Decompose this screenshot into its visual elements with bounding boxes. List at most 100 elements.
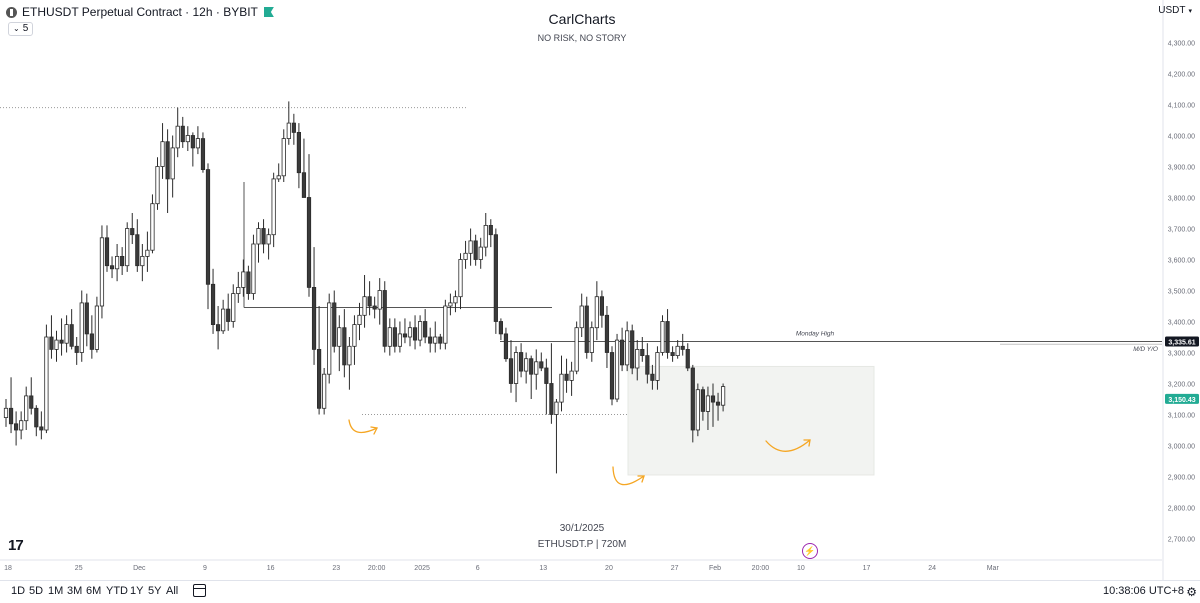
candle-body[interactable] xyxy=(695,389,700,431)
candle-body[interactable] xyxy=(569,370,574,381)
candle-body[interactable] xyxy=(241,271,246,288)
demand-zone[interactable] xyxy=(627,365,875,476)
candle-body[interactable] xyxy=(180,125,185,143)
candle-body[interactable] xyxy=(256,228,261,245)
candle-body[interactable] xyxy=(160,141,165,167)
candle-body[interactable] xyxy=(407,327,413,338)
candle-body[interactable] xyxy=(99,237,105,307)
candle-body[interactable] xyxy=(357,314,362,325)
candle-body[interactable] xyxy=(130,228,135,236)
candle-body[interactable] xyxy=(165,141,170,180)
reversal-arrow-2[interactable] xyxy=(612,466,645,486)
candle-body[interactable] xyxy=(200,138,206,171)
timeframe-all[interactable]: All xyxy=(166,585,179,597)
candle-body[interactable] xyxy=(291,122,296,133)
timeframe-1m[interactable]: 1M xyxy=(48,585,64,597)
candle-body[interactable] xyxy=(655,352,660,381)
candle-body[interactable] xyxy=(478,246,483,260)
candle-body[interactable] xyxy=(710,395,716,403)
candle-body[interactable] xyxy=(251,243,256,294)
candle-body[interactable] xyxy=(301,172,307,198)
candle-body[interactable] xyxy=(423,321,428,338)
candle-body[interactable] xyxy=(13,423,19,431)
candle-body[interactable] xyxy=(261,228,266,245)
candle-body[interactable] xyxy=(438,336,443,344)
candle-body[interactable] xyxy=(670,352,675,356)
candle-body[interactable] xyxy=(125,228,130,267)
candle-body[interactable] xyxy=(392,327,397,347)
timeframe-1d[interactable]: 1D xyxy=(11,585,26,597)
candle-body[interactable] xyxy=(463,252,468,260)
candle-body[interactable] xyxy=(372,305,377,310)
candle-body[interactable] xyxy=(306,197,312,288)
indicators-toggle[interactable]: ⌄ 5 xyxy=(8,22,34,36)
candle-body[interactable] xyxy=(210,283,216,325)
candle-body[interactable] xyxy=(34,407,39,428)
utc-clock[interactable]: 10:38:06 UTC+8 xyxy=(1102,585,1184,597)
candle-body[interactable] xyxy=(705,395,711,412)
candle-body[interactable] xyxy=(54,339,59,350)
candle-body[interactable] xyxy=(59,339,64,344)
candle-body[interactable] xyxy=(620,339,625,366)
currency-selector[interactable]: USDT ▾ xyxy=(1158,5,1192,16)
candle-body[interactable] xyxy=(443,305,448,344)
candle-body[interactable] xyxy=(488,224,493,236)
candle-body[interactable] xyxy=(266,234,271,245)
candle-body[interactable] xyxy=(559,373,564,403)
candle-body[interactable] xyxy=(534,361,539,375)
candle-body[interactable] xyxy=(145,249,150,257)
candle-body[interactable] xyxy=(271,178,276,236)
candle-body[interactable] xyxy=(281,138,286,177)
candle-body[interactable] xyxy=(680,345,685,350)
candle-body[interactable] xyxy=(115,255,120,270)
tradingview-logo-icon[interactable]: 17 xyxy=(8,537,24,554)
candle-body[interactable] xyxy=(614,339,620,400)
candle-body[interactable] xyxy=(377,290,382,310)
candle-body[interactable] xyxy=(594,296,599,329)
reversal-arrow-3[interactable] xyxy=(765,439,811,452)
candle-body[interactable] xyxy=(39,426,44,431)
candle-body[interactable] xyxy=(715,401,721,406)
timeframe-6m[interactable]: 6M xyxy=(86,585,102,597)
candle-body[interactable] xyxy=(362,296,367,316)
candle-body[interactable] xyxy=(236,286,241,294)
candle-body[interactable] xyxy=(524,358,529,372)
candle-body[interactable] xyxy=(584,305,589,353)
reversal-arrow-1[interactable] xyxy=(348,419,378,434)
candle-body[interactable] xyxy=(135,234,140,267)
candle-body[interactable] xyxy=(498,321,504,335)
candle-body[interactable] xyxy=(140,255,145,267)
current-price-badge[interactable] xyxy=(1165,393,1199,404)
candle-body[interactable] xyxy=(665,321,670,353)
candle-body[interactable] xyxy=(483,224,488,248)
candle-body[interactable] xyxy=(19,420,24,431)
candle-body[interactable] xyxy=(493,234,498,322)
candle-body[interactable] xyxy=(49,336,54,350)
candle-body[interactable] xyxy=(660,321,665,353)
candle-body[interactable] xyxy=(433,336,438,344)
candle-body[interactable] xyxy=(155,166,160,205)
candle-body[interactable] xyxy=(367,296,372,307)
candle-body[interactable] xyxy=(3,407,9,418)
candle-body[interactable] xyxy=(29,395,34,409)
candle-body[interactable] xyxy=(8,407,14,425)
candle-body[interactable] xyxy=(650,373,655,381)
candle-body[interactable] xyxy=(589,327,594,353)
symbol-title[interactable]: ETHUSDT Perpetual Contract · 12h · BYBIT xyxy=(22,5,258,19)
candle-body[interactable] xyxy=(448,302,453,307)
candle-body[interactable] xyxy=(564,373,569,381)
candle-body[interactable] xyxy=(700,389,706,412)
candle-body[interactable] xyxy=(402,333,408,338)
candle-body[interactable] xyxy=(539,361,544,369)
candle-body[interactable] xyxy=(150,203,155,251)
candle-body[interactable] xyxy=(513,352,519,384)
candle-body[interactable] xyxy=(89,333,94,350)
candle-body[interactable] xyxy=(296,131,302,174)
candle-body[interactable] xyxy=(69,324,74,347)
candle-body[interactable] xyxy=(185,135,190,143)
candle-body[interactable] xyxy=(175,125,180,149)
candle-body[interactable] xyxy=(503,333,509,360)
candle-body[interactable] xyxy=(473,240,478,260)
timeframe-ytd[interactable]: YTD xyxy=(106,585,128,597)
candle-body[interactable] xyxy=(382,290,387,347)
